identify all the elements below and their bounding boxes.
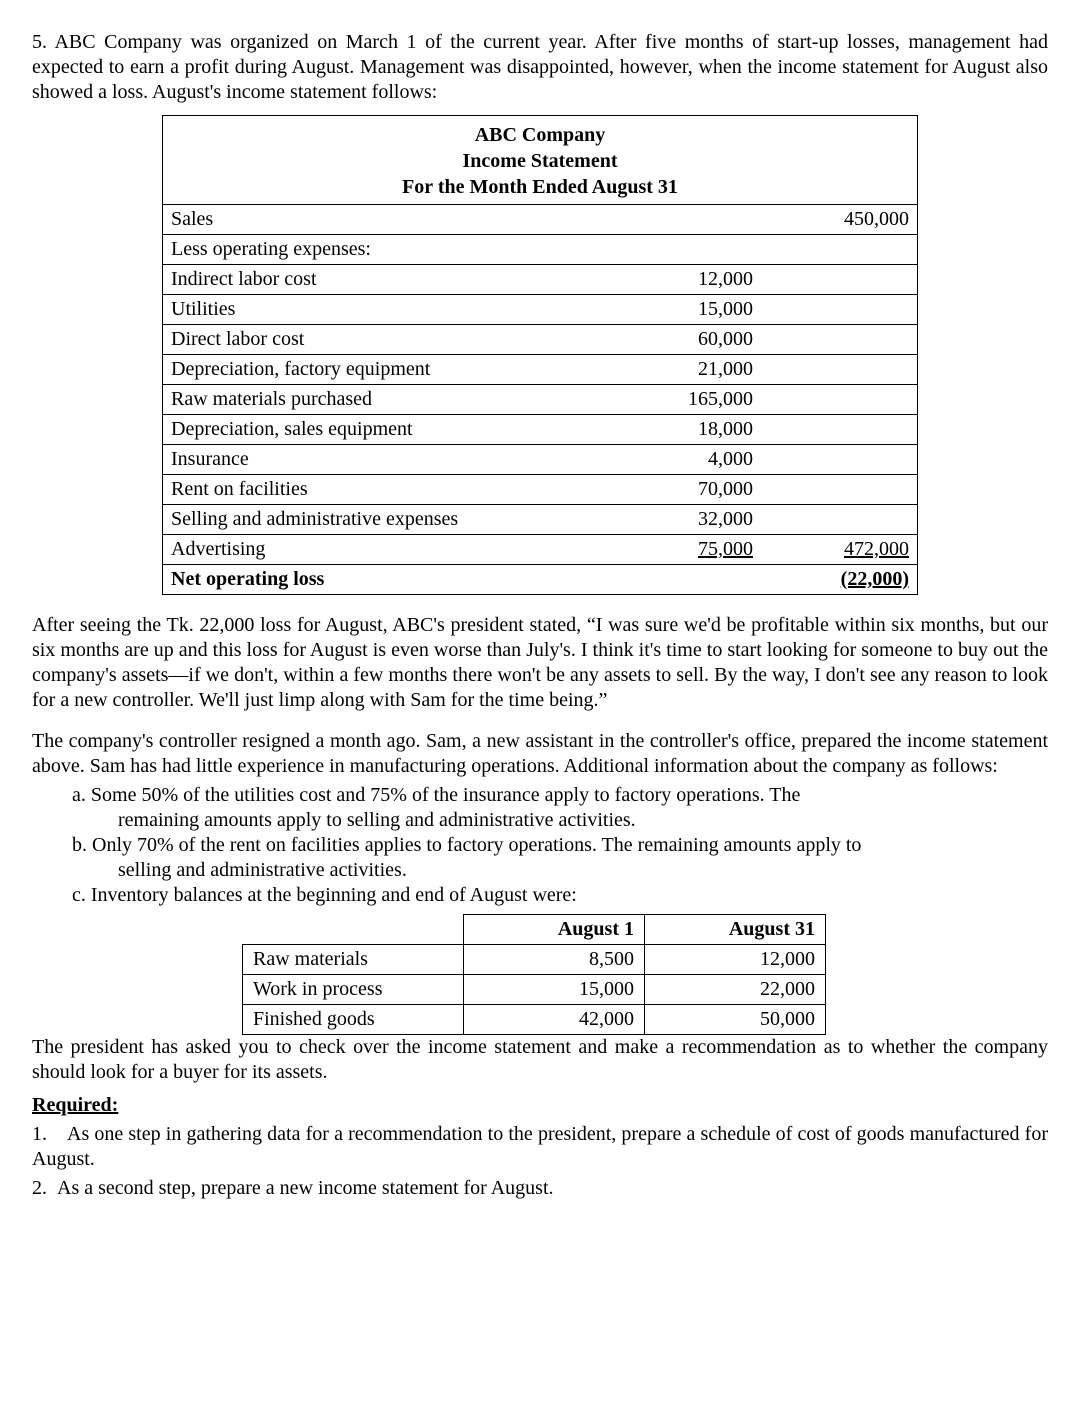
info-a-line1: a. Some 50% of the utilities cost and 75…: [72, 784, 800, 806]
required-label: Required:: [32, 1093, 1048, 1118]
stmt-col2: [761, 415, 917, 445]
stmt-col1: 4,000: [605, 445, 761, 475]
stmt-col1: 21,000: [605, 355, 761, 385]
stmt-col1: [605, 205, 761, 235]
inventory-table: August 1 August 31 Raw materials 8,500 1…: [242, 914, 826, 1035]
president-request: The president has asked you to check ove…: [32, 1035, 1048, 1085]
stmt-label: Depreciation, sales equipment: [163, 415, 605, 445]
stmt-col2: [761, 295, 917, 325]
stmt-col1: 15,000: [605, 295, 761, 325]
statement-title-3: For the Month Ended August 31: [163, 174, 917, 200]
inv-aug1: 42,000: [464, 1005, 645, 1035]
controller-paragraph: The company's controller resigned a mont…: [32, 729, 1048, 779]
stmt-label-loss: Net operating loss: [163, 565, 605, 595]
inv-aug31: 22,000: [645, 975, 826, 1005]
info-list: a. Some 50% of the utilities cost and 75…: [72, 783, 1048, 908]
stmt-col2: [761, 235, 917, 265]
statement-title-1: ABC Company: [163, 122, 917, 148]
requirement-2: 2. As a second step, prepare a new incom…: [32, 1176, 1048, 1201]
stmt-col2: [761, 325, 917, 355]
info-b-line1: b. Only 70% of the rent on facilities ap…: [72, 834, 861, 856]
inv-aug31: 50,000: [645, 1005, 826, 1035]
inv-aug31: 12,000: [645, 945, 826, 975]
stmt-col2: [761, 445, 917, 475]
stmt-col2: [761, 265, 917, 295]
stmt-col2-loss: (22,000): [761, 565, 917, 595]
stmt-col1: 165,000: [605, 385, 761, 415]
stmt-col1: 12,000: [605, 265, 761, 295]
stmt-label: Sales: [163, 205, 605, 235]
info-b-line2: selling and administrative activities.: [118, 859, 407, 881]
info-a-line2: remaining amounts apply to selling and a…: [118, 809, 636, 831]
stmt-col2: [761, 505, 917, 535]
stmt-col2: [761, 355, 917, 385]
stmt-col2: 450,000: [761, 205, 917, 235]
stmt-col1: [605, 565, 761, 595]
stmt-col1: [605, 235, 761, 265]
intro-paragraph: 5. ABC Company was organized on March 1 …: [32, 30, 1048, 105]
stmt-label: Indirect labor cost: [163, 265, 605, 295]
income-statement-table: Sales 450,000 Less operating expenses: In…: [163, 205, 917, 594]
inv-aug1: 15,000: [464, 975, 645, 1005]
inv-header-aug31: August 31: [645, 915, 826, 945]
stmt-col2: [761, 475, 917, 505]
stmt-label: Insurance: [163, 445, 605, 475]
stmt-col1: 60,000: [605, 325, 761, 355]
stmt-col2: [761, 385, 917, 415]
stmt-col1: 75,000: [605, 535, 761, 565]
president-quote: After seeing the Tk. 22,000 loss for Aug…: [32, 613, 1048, 713]
stmt-col1: 18,000: [605, 415, 761, 445]
inv-aug1: 8,500: [464, 945, 645, 975]
inv-label: Finished goods: [243, 1005, 464, 1035]
stmt-label: Advertising: [163, 535, 605, 565]
inv-label: Work in process: [243, 975, 464, 1005]
stmt-label: Direct labor cost: [163, 325, 605, 355]
stmt-col1: 70,000: [605, 475, 761, 505]
stmt-col2: 472,000: [761, 535, 917, 565]
stmt-label: Depreciation, factory equipment: [163, 355, 605, 385]
inv-header-aug1: August 1: [464, 915, 645, 945]
stmt-label: Rent on facilities: [163, 475, 605, 505]
inv-label: Raw materials: [243, 945, 464, 975]
statement-title-2: Income Statement: [163, 148, 917, 174]
statement-header: ABC Company Income Statement For the Mon…: [163, 116, 917, 205]
stmt-label: Less operating expenses:: [163, 235, 605, 265]
requirement-1: 1. As one step in gathering data for a r…: [32, 1122, 1048, 1172]
stmt-label: Raw materials purchased: [163, 385, 605, 415]
income-statement-box: ABC Company Income Statement For the Mon…: [162, 115, 918, 595]
stmt-label: Utilities: [163, 295, 605, 325]
info-c: c. Inventory balances at the beginning a…: [72, 884, 577, 906]
stmt-label: Selling and administrative expenses: [163, 505, 605, 535]
stmt-col1: 32,000: [605, 505, 761, 535]
